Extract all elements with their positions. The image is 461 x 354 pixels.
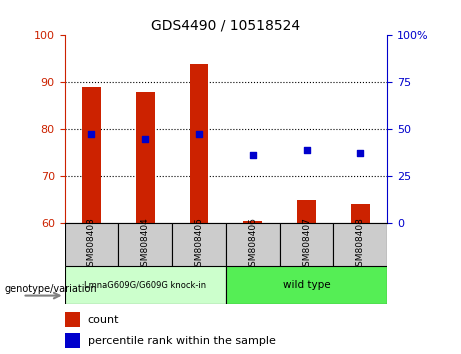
- FancyBboxPatch shape: [333, 223, 387, 266]
- Text: percentile rank within the sample: percentile rank within the sample: [88, 336, 276, 346]
- Bar: [65, 333, 80, 348]
- Point: [142, 136, 149, 141]
- FancyBboxPatch shape: [118, 223, 172, 266]
- Bar: [189, 64, 208, 223]
- Point: [249, 152, 256, 158]
- Bar: [243, 221, 262, 223]
- Text: count: count: [88, 315, 119, 325]
- FancyBboxPatch shape: [65, 223, 118, 266]
- Point: [88, 131, 95, 137]
- Point: [303, 148, 310, 153]
- Text: GSM808405: GSM808405: [195, 217, 203, 272]
- Bar: [82, 87, 101, 223]
- Bar: [65, 312, 80, 327]
- Bar: [351, 204, 370, 223]
- Text: wild type: wild type: [283, 280, 331, 290]
- Text: genotype/variation: genotype/variation: [5, 284, 97, 293]
- Title: GDS4490 / 10518524: GDS4490 / 10518524: [151, 19, 301, 33]
- Text: GSM808406: GSM808406: [248, 217, 257, 272]
- FancyBboxPatch shape: [226, 266, 387, 304]
- Text: LmnaG609G/G609G knock-in: LmnaG609G/G609G knock-in: [84, 280, 206, 290]
- FancyBboxPatch shape: [280, 223, 333, 266]
- FancyBboxPatch shape: [172, 223, 226, 266]
- Text: GSM808404: GSM808404: [141, 217, 150, 272]
- Point: [357, 150, 364, 155]
- Point: [195, 131, 203, 137]
- Text: GSM808407: GSM808407: [302, 217, 311, 272]
- FancyBboxPatch shape: [226, 223, 280, 266]
- FancyBboxPatch shape: [65, 266, 226, 304]
- Bar: [297, 200, 316, 223]
- Text: GSM808408: GSM808408: [356, 217, 365, 272]
- Bar: [136, 92, 154, 223]
- Text: GSM808403: GSM808403: [87, 217, 96, 272]
